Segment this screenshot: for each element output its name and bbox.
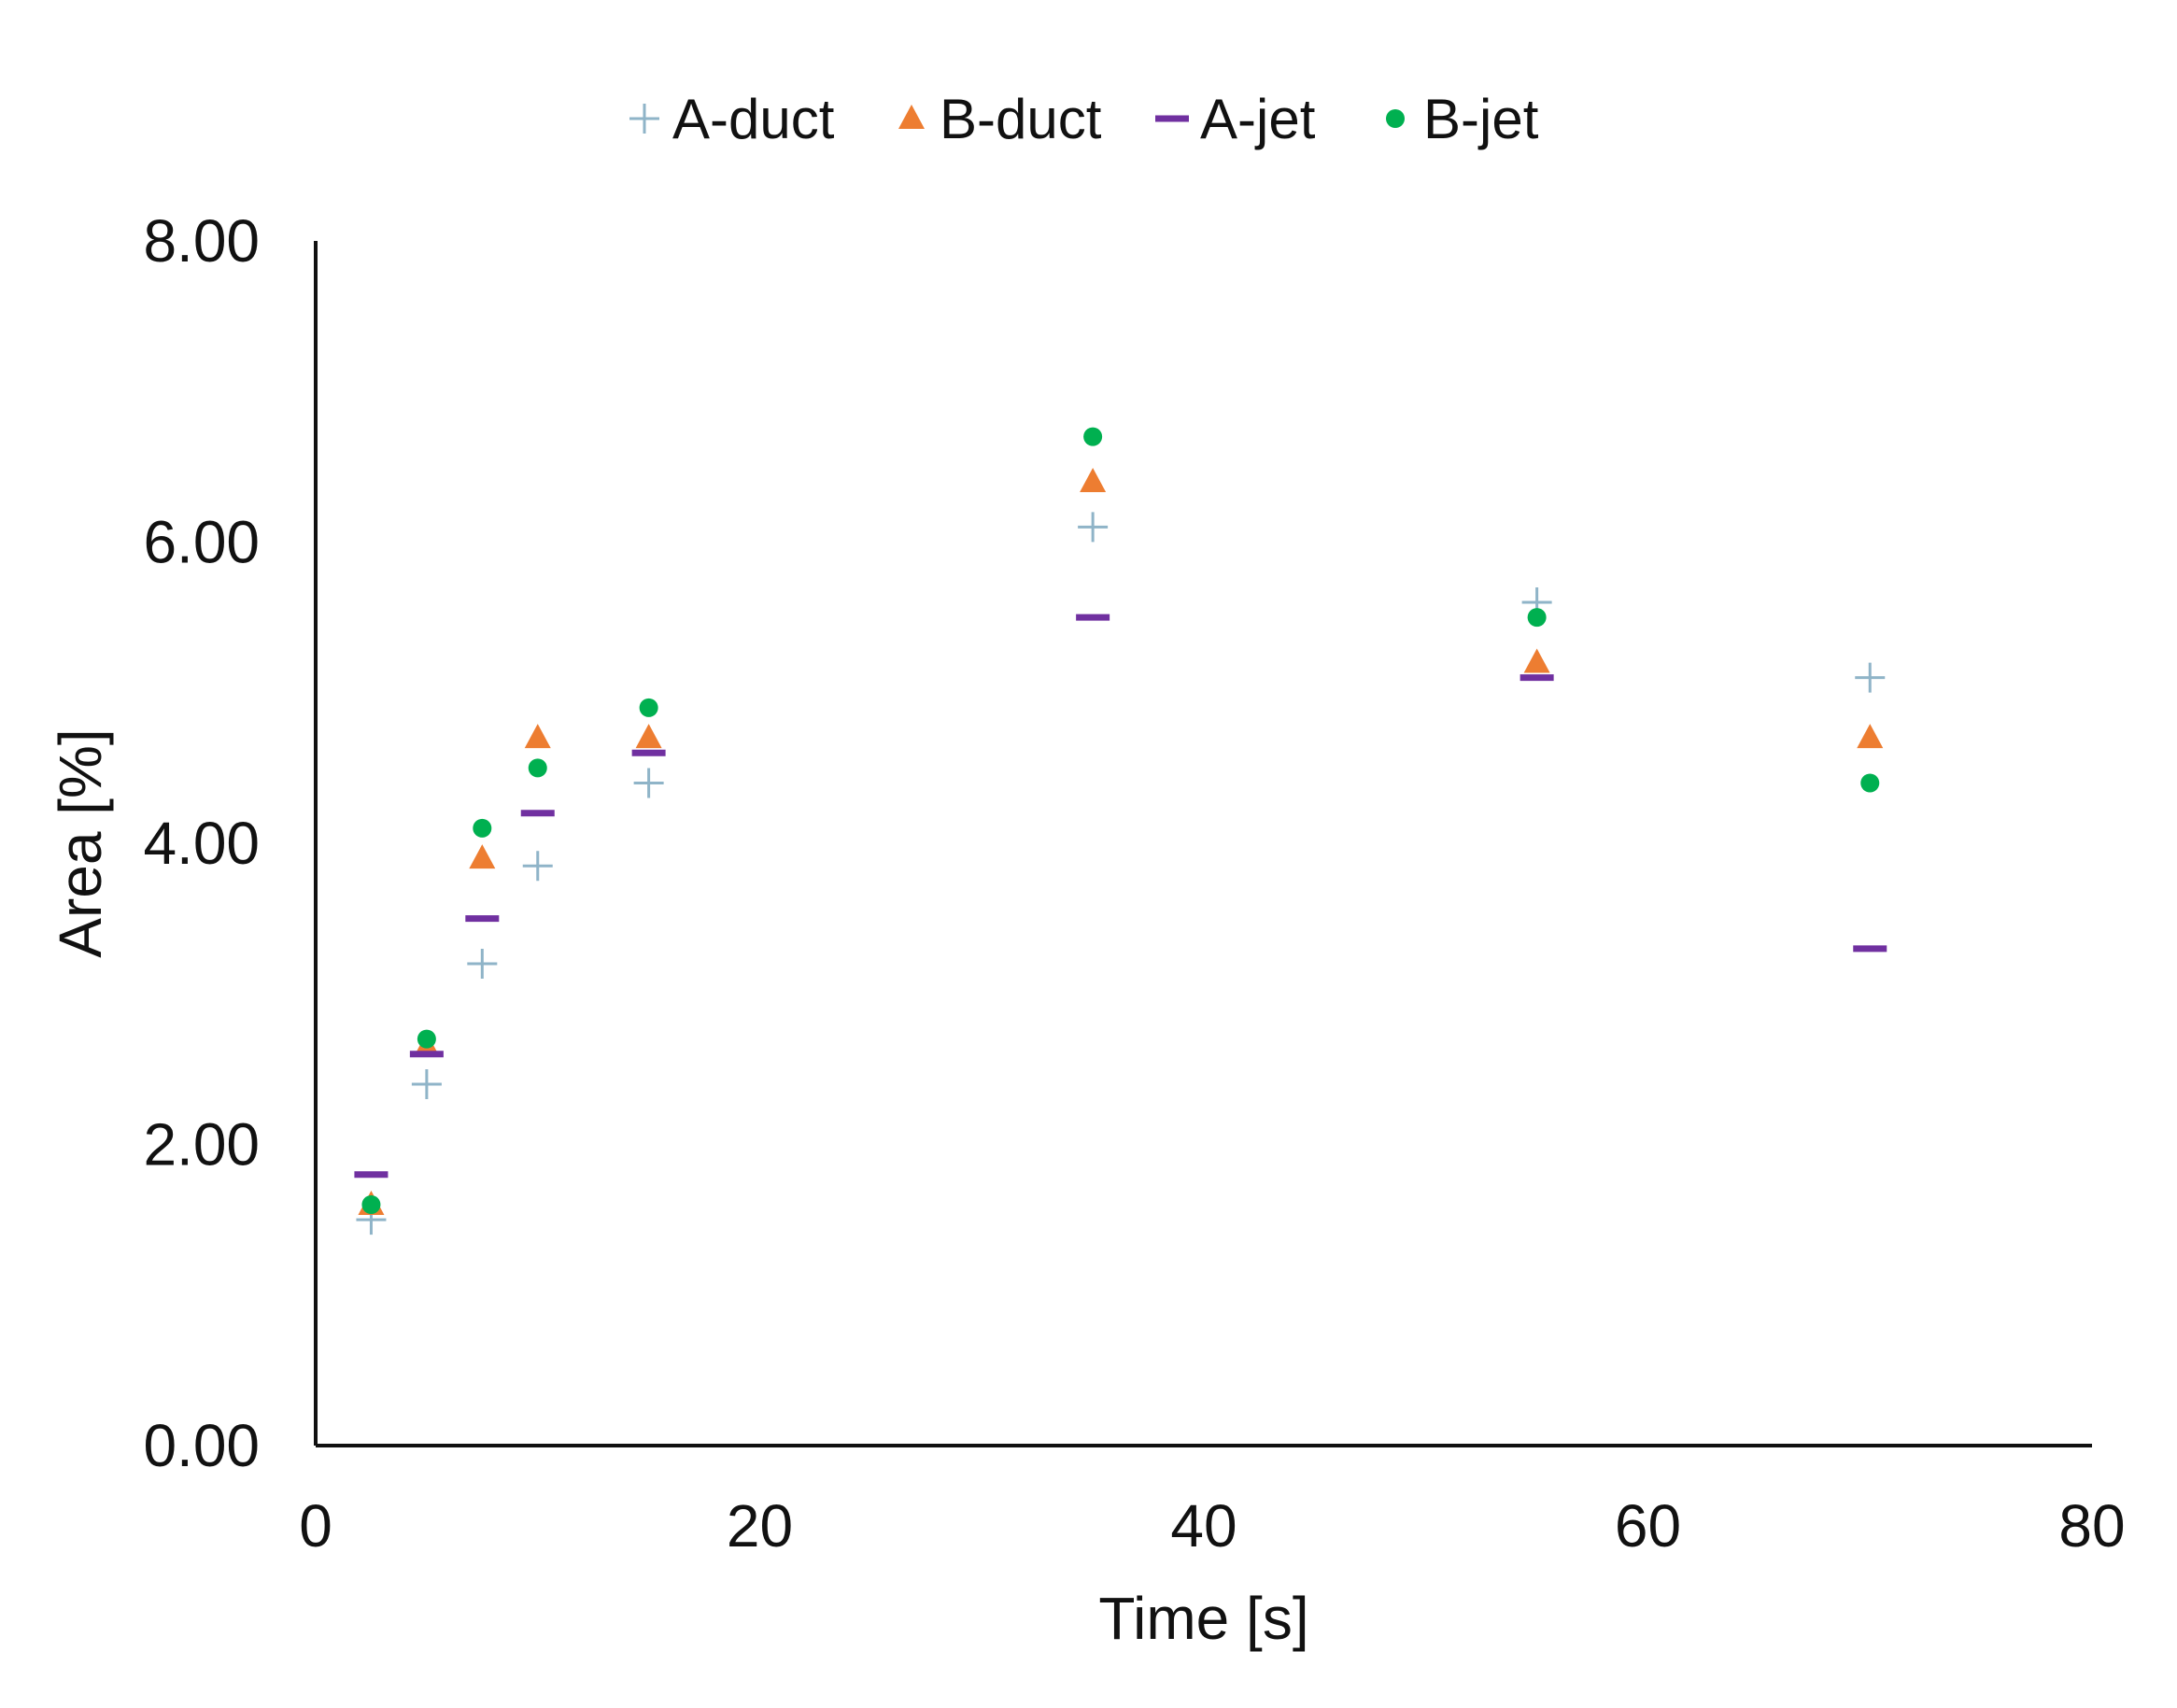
data-point: [1857, 724, 1884, 749]
data-point: [1855, 662, 1886, 693]
data-point: [467, 949, 498, 979]
legend-label: B-duct: [940, 88, 1102, 150]
y-tick-labels: 0.00 2.00 4.00 6.00 8.00: [143, 207, 260, 1479]
legend-marker: [1386, 109, 1405, 128]
data-point: [411, 1069, 442, 1099]
data-point: [1083, 427, 1103, 446]
legend-item-b-duct: B-duct: [898, 88, 1102, 150]
data-point: [633, 768, 664, 798]
series-b-jet: [361, 427, 1880, 1214]
x-tick-label: 60: [1615, 1492, 1681, 1560]
series-a-jet: [354, 614, 1887, 1179]
legend-item-b-jet: B-jet: [1386, 88, 1539, 150]
legend-label: A-jet: [1200, 88, 1316, 150]
series-b-duct: [358, 468, 1884, 1215]
data-point: [473, 818, 492, 838]
data-point: [469, 844, 496, 869]
y-axis-title: Area [%]: [47, 728, 114, 957]
legend-marker: [898, 105, 925, 129]
data-points: [354, 427, 1887, 1235]
data-point: [361, 1195, 381, 1214]
y-tick-label: 8.00: [143, 207, 260, 275]
axes: [314, 241, 2092, 1447]
x-tick-label: 40: [1170, 1492, 1237, 1560]
data-point: [1078, 512, 1109, 543]
data-point: [417, 1029, 436, 1049]
y-tick-label: 0.00: [143, 1412, 260, 1479]
data-point: [522, 851, 553, 882]
data-point: [639, 698, 658, 717]
x-axis-title: Time [s]: [1098, 1585, 1308, 1652]
legend-item-a-jet: A-jet: [1155, 88, 1316, 150]
y-tick-label: 6.00: [143, 509, 260, 576]
data-point: [1080, 468, 1107, 492]
x-tick-label: 0: [299, 1492, 332, 1560]
data-point: [1523, 648, 1550, 673]
y-tick-label: 4.00: [143, 810, 260, 877]
series-a-duct: [356, 512, 1886, 1235]
data-point: [1527, 608, 1547, 628]
x-tick-label: 20: [727, 1492, 793, 1560]
x-tick-labels: 0 20 40 60 80: [299, 1492, 2125, 1560]
data-point: [524, 724, 551, 749]
x-tick-label: 80: [2058, 1492, 2125, 1560]
data-point: [528, 758, 547, 778]
legend-marker: [629, 104, 659, 134]
legend: A-duct B-duct A-jet B-jet: [629, 88, 1539, 150]
data-point: [1860, 773, 1880, 793]
legend-label: B-jet: [1423, 88, 1539, 150]
legend-label: A-duct: [672, 88, 835, 150]
legend-item-a-duct: A-duct: [629, 88, 835, 150]
y-tick-label: 2.00: [143, 1111, 260, 1179]
data-point: [635, 724, 662, 749]
